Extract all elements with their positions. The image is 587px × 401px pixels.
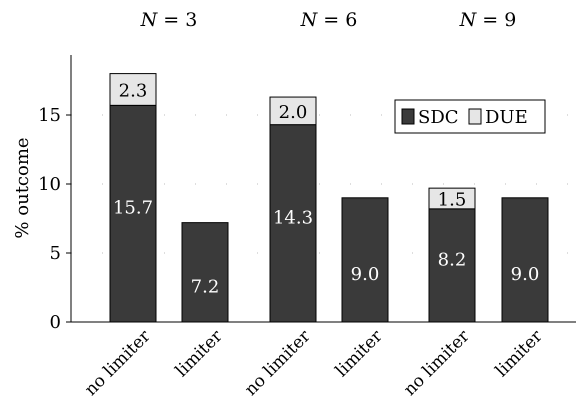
bar-label-sdc: 9.0 bbox=[351, 264, 380, 285]
bar-label-sdc: 9.0 bbox=[511, 264, 540, 285]
group-label: N = 9 bbox=[459, 9, 517, 31]
category-label: no limiter bbox=[400, 326, 474, 400]
category-label: limiter bbox=[332, 326, 387, 381]
bar-sdc bbox=[181, 222, 229, 323]
bar-label-due: 2.0 bbox=[279, 102, 308, 123]
legend-swatch bbox=[468, 108, 482, 125]
y-tick-label: 0 bbox=[50, 312, 61, 333]
category-label: limiter bbox=[492, 326, 547, 381]
y-tick-label: 15 bbox=[38, 105, 61, 126]
bar-due bbox=[109, 73, 157, 106]
bar-sdc bbox=[109, 104, 157, 323]
bar-label-sdc: 8.2 bbox=[438, 249, 467, 270]
y-axis-label: % outcome bbox=[12, 137, 33, 238]
bars bbox=[109, 73, 549, 323]
bar-sdc bbox=[341, 197, 389, 323]
bar-due bbox=[269, 96, 317, 126]
legend-swatch bbox=[401, 108, 415, 125]
group-label: N = 3 bbox=[140, 9, 198, 31]
legend: SDC DUE bbox=[394, 99, 546, 134]
y-tick-label: 5 bbox=[50, 243, 61, 264]
category-label: no limiter bbox=[81, 326, 155, 400]
bar-due bbox=[428, 187, 476, 210]
bar-sdc bbox=[269, 124, 317, 323]
y-tick-label: 10 bbox=[38, 174, 61, 195]
bar-label-sdc: 15.7 bbox=[113, 198, 153, 219]
axes: 0 5 10 15% outcome bbox=[12, 55, 576, 333]
bar-sdc bbox=[501, 197, 549, 323]
bar-label-sdc: 14.3 bbox=[273, 207, 313, 228]
bar-label-due: 2.3 bbox=[119, 80, 148, 101]
category-label: limiter bbox=[172, 326, 227, 381]
bar-label-due: 1.5 bbox=[438, 189, 467, 210]
legend-label: SDC bbox=[418, 107, 459, 128]
legend-label: DUE bbox=[485, 107, 528, 128]
group-label: N = 6 bbox=[300, 9, 358, 31]
category-label: no limiter bbox=[241, 326, 315, 400]
bar-label-sdc: 7.2 bbox=[191, 276, 220, 297]
